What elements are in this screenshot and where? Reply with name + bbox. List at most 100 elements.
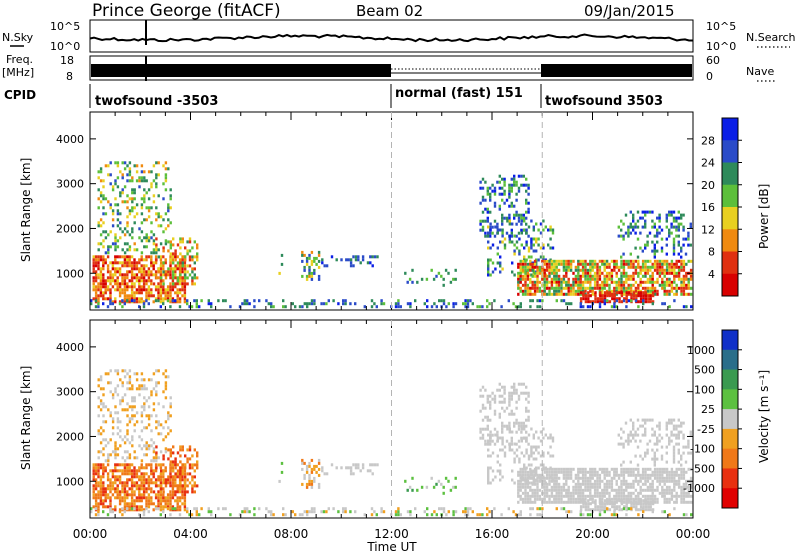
- vel-cell: [513, 481, 516, 485]
- vel-cell: [315, 464, 318, 468]
- vel-cell: [186, 457, 189, 461]
- power-cell: [130, 255, 134, 259]
- vel-cell: [537, 451, 540, 455]
- vel-cell: [680, 454, 683, 458]
- power-cell: [627, 292, 630, 296]
- power-cell: [489, 246, 492, 250]
- vel-cell: [118, 508, 122, 512]
- power-cell: [649, 286, 652, 290]
- power-cell: [430, 305, 434, 309]
- power-cell: [179, 246, 182, 250]
- power-cell: [99, 285, 103, 289]
- vel-cell: [572, 488, 575, 492]
- vel-cell: [613, 470, 616, 474]
- power-cell: [618, 297, 621, 301]
- vel-cell: [503, 424, 506, 428]
- vel-cell: [520, 430, 523, 434]
- power-cell: [315, 256, 318, 260]
- power-cell: [637, 291, 640, 295]
- vel-cell: [452, 513, 455, 517]
- power-cell: [193, 267, 196, 271]
- vel-cell: [313, 464, 316, 468]
- vel-cell: [167, 417, 170, 421]
- power-cell: [126, 299, 129, 303]
- vel-cell: [526, 497, 530, 501]
- vel-cell: [104, 405, 108, 409]
- vel-cell: [622, 445, 625, 449]
- power-cell: [147, 215, 151, 219]
- power-cell: [181, 276, 184, 280]
- vel-cell: [109, 502, 112, 506]
- power-cell: [656, 240, 659, 244]
- power-cell: [166, 294, 170, 298]
- vel-cell: [102, 469, 105, 473]
- vel-cell: [508, 412, 511, 416]
- power-cell: [131, 230, 134, 234]
- power-cell: [157, 161, 160, 165]
- power-cell: [577, 259, 580, 263]
- vel-cell: [164, 466, 167, 470]
- vel-cell: [617, 494, 621, 498]
- vel-cell: [653, 494, 657, 498]
- power-cell: [557, 259, 561, 263]
- vel-cell: [491, 397, 494, 401]
- vel-cell: [591, 482, 594, 486]
- power-cell: [97, 302, 100, 306]
- power-cell: [135, 203, 139, 207]
- power-cell: [550, 271, 554, 275]
- power-cell: [99, 270, 103, 274]
- power-cell: [680, 246, 683, 250]
- vel-cell: [660, 454, 664, 458]
- power-cell: [126, 297, 129, 301]
- vel-cell: [102, 499, 105, 503]
- power-cell: [128, 300, 131, 304]
- vel-cell: [675, 482, 678, 486]
- power-cell: [116, 203, 120, 207]
- vel-cell: [525, 430, 528, 434]
- power-cell: [128, 294, 131, 298]
- vel-cell: [632, 485, 635, 489]
- power-cell: [92, 258, 95, 262]
- power-cell: [685, 274, 688, 278]
- power-cell: [639, 283, 642, 287]
- power-cell: [526, 277, 530, 281]
- power-cell: [106, 279, 110, 283]
- power-cell: [675, 271, 678, 275]
- power-cell: [278, 271, 281, 275]
- vel-cell: [670, 491, 674, 495]
- vel-cell: [663, 510, 666, 514]
- vel-cell: [499, 436, 502, 440]
- power-cell: [301, 274, 304, 278]
- vel-cell: [594, 499, 597, 503]
- vel-cell: [557, 467, 561, 471]
- power-cell: [119, 227, 122, 231]
- power-cell: [620, 294, 624, 298]
- power-cell: [114, 182, 117, 186]
- power-cell: [591, 286, 594, 290]
- vel-cell: [357, 463, 360, 467]
- vel-cell: [90, 507, 93, 511]
- power-cell: [107, 200, 110, 204]
- vel-cell: [634, 430, 637, 434]
- vel-cell: [92, 463, 95, 467]
- power-cell: [130, 285, 134, 289]
- power-cell: [97, 276, 100, 280]
- vel-cell: [147, 496, 151, 500]
- power-cell: [123, 251, 127, 255]
- power-cell: [537, 243, 540, 247]
- power-cell: [373, 302, 376, 306]
- vel-cell: [486, 513, 489, 517]
- vel-cell: [145, 481, 148, 485]
- power-cell: [152, 261, 155, 265]
- vel-cell: [171, 487, 175, 491]
- vel-cell: [157, 502, 160, 506]
- vel-cell: [675, 500, 678, 504]
- vel-cell: [526, 482, 530, 486]
- power-cell: [591, 292, 594, 296]
- vel-cell: [435, 482, 438, 486]
- vel-cell: [357, 466, 360, 470]
- vel-cell: [179, 454, 182, 458]
- power-cell: [481, 228, 485, 232]
- vel-cell: [625, 470, 628, 474]
- vel-cell: [553, 500, 556, 504]
